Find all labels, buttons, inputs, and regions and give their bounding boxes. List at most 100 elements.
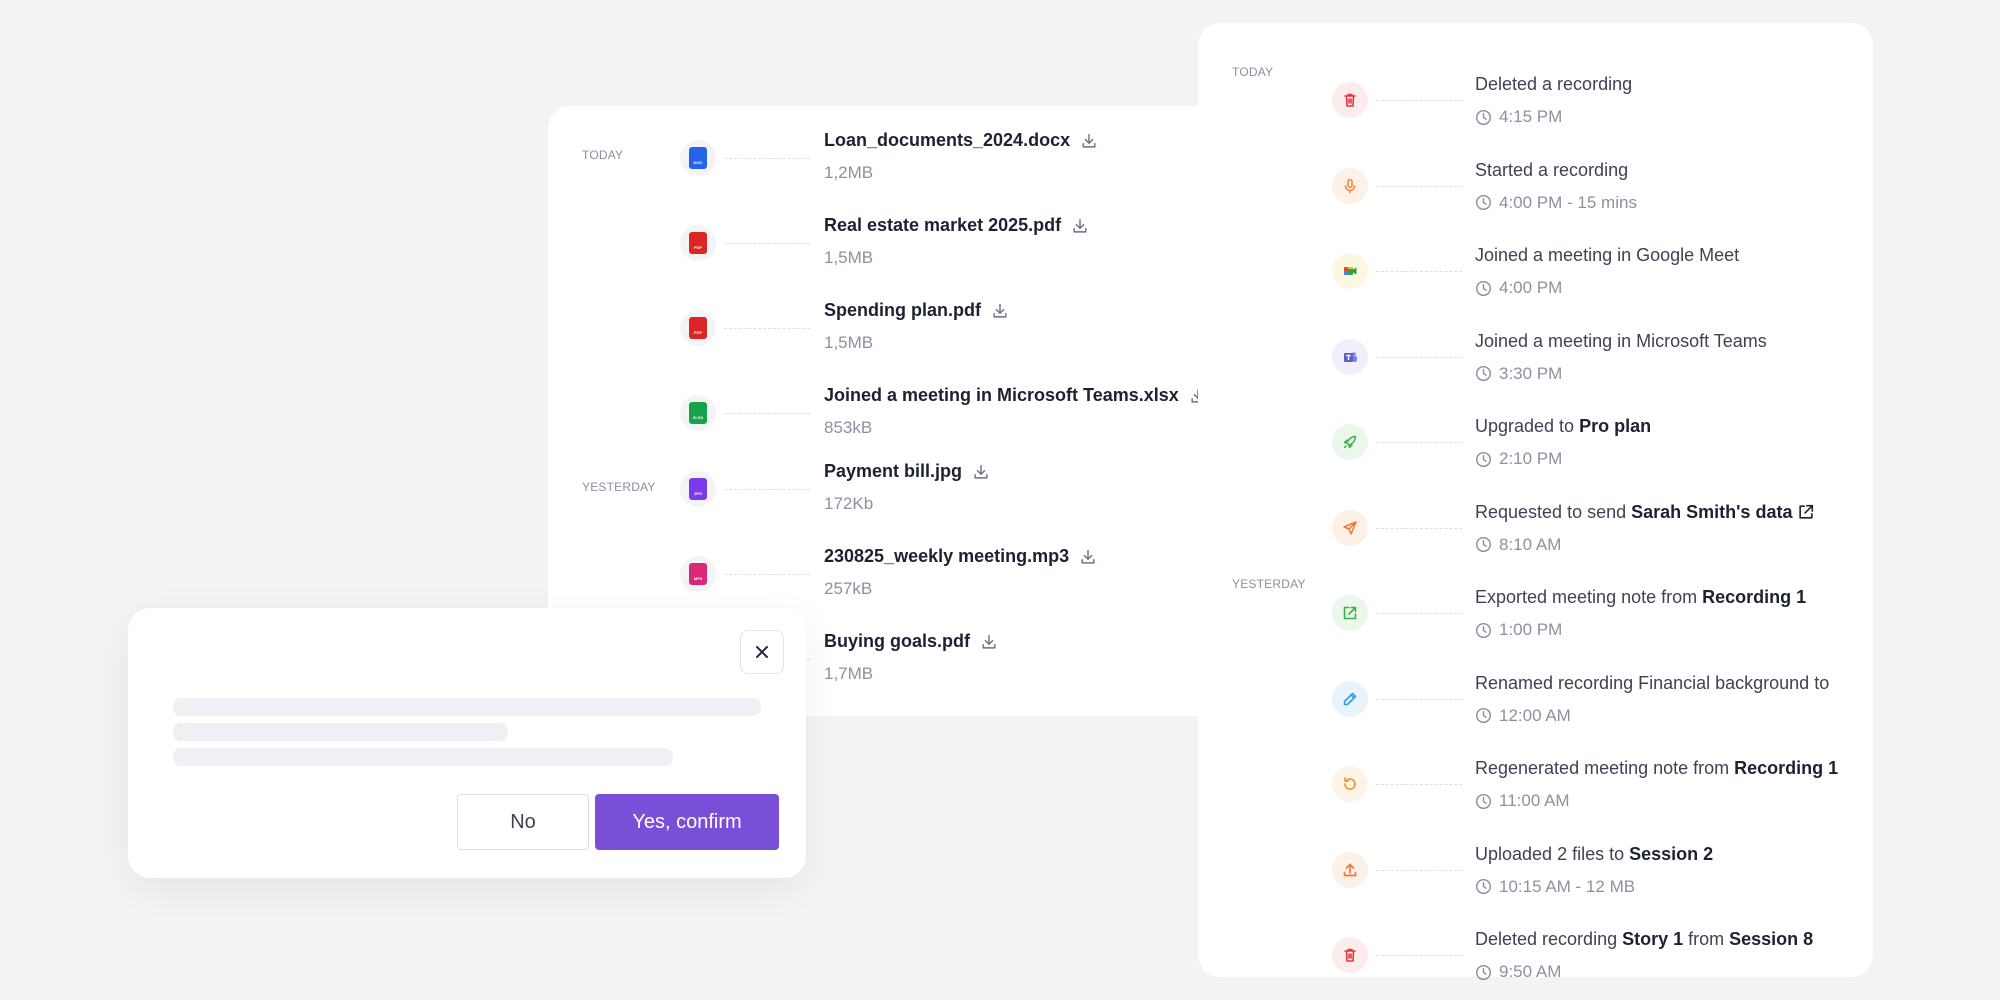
download-icon[interactable] [991,302,1009,320]
activity-text: Uploaded 2 files to [1475,843,1625,864]
file-type-icon: JPG [680,471,716,507]
confirm-dialog: No Yes, confirm [128,608,806,878]
activity-time-text: 12:00 AM [1499,705,1571,725]
activity-title: Renamed recording Financial background t… [1475,673,1829,694]
connector-line [1376,869,1462,871]
google-meet-icon [1332,253,1368,289]
activity-title: Regenerated meeting note from Recording … [1475,758,1838,779]
file-type-icon: DOC [680,140,716,176]
activity-time: 12:00 AM [1475,706,1571,726]
activity-time: 2:10 PM [1475,449,1562,469]
file-name[interactable]: Loan_documents_2024.docx [824,130,1098,151]
file-type-icon: MP3 [680,556,716,592]
activity-title: Exported meeting note from Recording 1 [1475,587,1806,608]
file-name-text: Spending plan.pdf [824,300,981,320]
file-name[interactable]: 230825_weekly meeting.mp3 [824,546,1097,567]
activity-time-text: 1:00 PM [1499,620,1563,639]
rocket-icon [1332,424,1368,460]
group-label-yesterday: YESTERDAY [582,480,656,494]
activity-time-text: 2:10 PM [1499,449,1563,468]
trash-icon [1332,937,1368,973]
activity-highlight: Story 1 [1622,929,1684,949]
file-size: 172Kb [824,494,874,513]
file-type-icon: PDF [680,225,716,261]
activity-row: Started a recording 4:00 PM - 15 mins [1198,136,1873,216]
activity-time: 4:00 PM [1475,278,1562,298]
file-size: 1,5MB [824,333,874,352]
file-name-text: Buying goals.pdf [824,631,970,651]
activity-highlight: Recording 1 [1734,758,1839,778]
activity-timeline-card: TODAY YESTERDAY Deleted a recording 4:15… [1198,23,1873,981]
file-row[interactable]: MP3 230825_weekly meeting.mp3 257kB [548,546,1226,626]
connector-line [724,574,810,575]
download-icon[interactable] [1080,132,1098,150]
download-icon[interactable] [972,463,990,481]
file-row[interactable]: JPG Payment bill.jpg 172Kb [548,461,1226,541]
yes-confirm-button[interactable]: Yes, confirm [595,794,779,850]
activity-time: 11:00 AM [1475,791,1570,811]
file-name[interactable]: Buying goals.pdf [824,631,998,652]
file-row[interactable]: DOC Loan_documents_2024.docx 1,2MB [548,130,1226,210]
connector-line [1376,698,1462,700]
microsoft-teams-icon [1332,338,1368,375]
activity-text: Joined a meeting in Google Meet [1475,245,1740,265]
send-icon [1332,509,1368,546]
file-size: 1,2MB [824,163,874,182]
microphone-icon [1332,167,1368,204]
activity-time-text: 11:00 AM [1499,791,1570,810]
connector-line [724,489,810,490]
file-name[interactable]: Spending plan.pdf [824,300,1009,321]
clock-icon [1475,280,1492,296]
activity-time: 3:30 PM [1475,364,1562,384]
download-icon[interactable] [1079,548,1097,566]
file-name-text: Joined a meeting in Microsoft Teams.xlsx [824,385,1179,405]
activity-title: Requested to send Sarah Smith's data [1475,502,1815,523]
clock-icon [1475,878,1492,895]
activity-row: Joined a meeting in Microsoft Teams 3:30… [1198,307,1873,387]
activity-highlight: Recording 1 [1702,587,1807,607]
activity-text: Deleted recording [1475,929,1618,949]
file-size: 1,5MB [824,248,874,267]
activity-text: Renamed recording Financial background t… [1475,672,1830,693]
clock-icon [1475,365,1492,382]
download-icon[interactable] [980,633,998,651]
clock-icon [1475,536,1492,553]
connector-line [724,413,810,414]
clock-icon [1475,109,1492,125]
file-name-text: 230825_weekly meeting.mp3 [824,546,1070,566]
file-row[interactable]: PDF Real estate market 2025.pdf 1,5MB [548,215,1226,295]
activity-row: Renamed recording Financial background t… [1198,649,1873,729]
file-row[interactable]: XLSX Joined a meeting in Microsoft Teams… [548,385,1226,465]
activity-highlight: Session 8 [1729,929,1814,949]
clock-icon [1475,964,1492,980]
activity-highlight: Session 2 [1629,843,1714,864]
placeholder-line [173,698,761,716]
activity-time: 1:00 PM [1475,620,1562,640]
connector-line [1376,271,1462,272]
file-name[interactable]: Real estate market 2025.pdf [824,215,1089,236]
clock-icon [1475,707,1492,724]
activity-time-text: 9:50 AM [1499,962,1562,981]
connector-line [724,328,810,329]
close-icon [756,646,768,658]
file-row[interactable]: PDF Spending plan.pdf 1,5MB [548,300,1226,380]
no-button[interactable]: No [457,794,589,850]
activity-time-text: 4:00 PM [1499,278,1563,297]
activity-time-text: 3:30 PM [1499,363,1563,383]
file-name[interactable]: Joined a meeting in Microsoft Teams.xlsx [824,385,1207,406]
clock-icon [1475,194,1492,211]
connector-line [1376,613,1462,614]
clock-icon [1475,451,1492,467]
download-icon[interactable] [1071,217,1089,235]
connector-line [1376,185,1462,187]
external-link-icon[interactable] [1797,503,1815,521]
file-type-icon: XLSX [680,395,716,431]
connector-line [1376,356,1462,358]
activity-title: Uploaded 2 files to Session 2 [1475,844,1713,865]
activity-time: 4:15 PM [1475,107,1562,127]
close-button[interactable] [740,630,784,674]
file-name[interactable]: Payment bill.jpg [824,461,990,482]
activity-title: Joined a meeting in Google Meet [1475,245,1739,266]
activity-text: Deleted a recording [1475,74,1633,94]
activity-row: Upgraded to Pro plan 2:10 PM [1198,392,1873,472]
